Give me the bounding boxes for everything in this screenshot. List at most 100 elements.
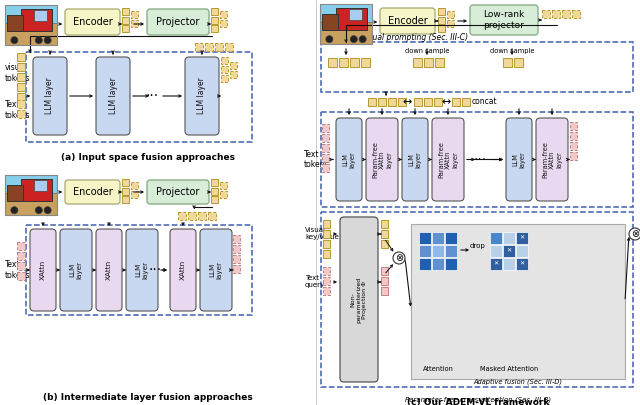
Bar bbox=[368, 98, 376, 106]
Text: LLM
layer: LLM layer bbox=[209, 261, 223, 279]
Bar bbox=[122, 196, 129, 203]
Bar bbox=[17, 242, 25, 250]
Bar bbox=[233, 265, 240, 273]
Bar bbox=[211, 188, 218, 194]
Bar bbox=[434, 98, 442, 106]
Text: Multiscale visual prompting (Sec. III-C): Multiscale visual prompting (Sec. III-C) bbox=[321, 34, 468, 43]
Bar bbox=[322, 154, 329, 162]
Text: ↔: ↔ bbox=[442, 97, 451, 107]
FancyBboxPatch shape bbox=[536, 118, 568, 201]
Bar bbox=[205, 43, 213, 51]
Text: Visual
key/value: Visual key/value bbox=[305, 228, 339, 241]
Bar bbox=[17, 272, 25, 280]
Bar bbox=[195, 43, 203, 51]
Bar bbox=[320, 4, 372, 22]
Bar bbox=[350, 58, 359, 67]
Bar bbox=[514, 58, 523, 67]
Bar bbox=[438, 17, 445, 23]
Text: Attention: Attention bbox=[422, 366, 453, 372]
Bar bbox=[570, 122, 577, 130]
Bar bbox=[211, 8, 218, 15]
Bar bbox=[5, 5, 57, 45]
Bar bbox=[5, 175, 57, 215]
Bar bbox=[323, 267, 330, 275]
Bar bbox=[381, 240, 388, 248]
Bar bbox=[503, 232, 515, 244]
Bar bbox=[462, 98, 470, 106]
Bar bbox=[131, 19, 138, 26]
FancyBboxPatch shape bbox=[96, 229, 122, 311]
Bar bbox=[323, 250, 330, 258]
Bar bbox=[321, 42, 633, 92]
Text: Masked Attention: Masked Attention bbox=[480, 366, 538, 372]
Bar bbox=[17, 73, 25, 81]
Text: Text
tokens: Text tokens bbox=[304, 150, 330, 169]
Bar bbox=[447, 19, 454, 26]
Text: (a) Input space fusion approaches: (a) Input space fusion approaches bbox=[61, 153, 235, 162]
Bar bbox=[378, 98, 386, 106]
Bar bbox=[17, 262, 25, 270]
FancyBboxPatch shape bbox=[60, 229, 92, 311]
Bar bbox=[322, 144, 329, 152]
Bar bbox=[5, 5, 57, 23]
Bar bbox=[26, 52, 252, 142]
FancyBboxPatch shape bbox=[147, 9, 209, 35]
Bar bbox=[323, 240, 330, 248]
Bar bbox=[562, 10, 570, 18]
Bar bbox=[208, 212, 216, 220]
Bar bbox=[17, 100, 25, 108]
Bar bbox=[5, 175, 57, 193]
Bar bbox=[398, 98, 406, 106]
Text: visual
tokens: visual tokens bbox=[5, 63, 31, 83]
Text: Adaptive fusion (Sec. III-D): Adaptive fusion (Sec. III-D) bbox=[474, 379, 563, 385]
Circle shape bbox=[326, 36, 333, 43]
Bar bbox=[188, 212, 196, 220]
Text: XAttn: XAttn bbox=[106, 260, 112, 280]
FancyBboxPatch shape bbox=[366, 118, 398, 201]
Bar bbox=[572, 10, 580, 18]
Bar bbox=[34, 10, 47, 21]
Circle shape bbox=[35, 36, 42, 44]
Text: ✕: ✕ bbox=[520, 235, 525, 241]
Circle shape bbox=[350, 36, 357, 43]
Bar bbox=[220, 190, 227, 198]
Bar bbox=[323, 230, 330, 238]
Text: LLM
layer: LLM layer bbox=[342, 151, 355, 168]
Text: Text
query: Text query bbox=[305, 275, 325, 288]
Text: Low-rank
projector: Low-rank projector bbox=[483, 10, 525, 30]
Text: Projector: Projector bbox=[156, 187, 200, 197]
Bar bbox=[323, 220, 330, 228]
Text: LLM
layer: LLM layer bbox=[513, 151, 525, 168]
FancyBboxPatch shape bbox=[200, 229, 232, 311]
Circle shape bbox=[35, 207, 42, 214]
Bar bbox=[490, 232, 502, 244]
Bar bbox=[424, 98, 432, 106]
Bar bbox=[447, 11, 454, 18]
Bar bbox=[322, 134, 329, 142]
Text: ⊗: ⊗ bbox=[395, 253, 403, 263]
Bar bbox=[413, 58, 422, 67]
Text: ✕: ✕ bbox=[506, 249, 511, 254]
FancyBboxPatch shape bbox=[170, 229, 196, 311]
Bar bbox=[17, 63, 25, 71]
Bar bbox=[122, 179, 129, 186]
Bar bbox=[321, 112, 633, 207]
Bar bbox=[178, 212, 186, 220]
Text: Projector: Projector bbox=[156, 17, 200, 27]
Circle shape bbox=[393, 252, 405, 264]
Text: ✕: ✕ bbox=[520, 262, 525, 266]
Bar bbox=[230, 62, 237, 69]
Circle shape bbox=[11, 36, 18, 44]
Bar bbox=[5, 23, 57, 45]
FancyBboxPatch shape bbox=[30, 229, 56, 311]
Bar bbox=[516, 245, 528, 257]
Bar bbox=[7, 185, 22, 201]
Text: Text
tokens: Text tokens bbox=[5, 100, 31, 120]
Bar bbox=[570, 152, 577, 160]
Bar bbox=[381, 230, 388, 238]
Bar bbox=[211, 17, 218, 23]
Bar bbox=[503, 258, 515, 270]
Text: LLM
layer: LLM layer bbox=[70, 261, 83, 279]
Bar bbox=[424, 58, 433, 67]
Bar bbox=[490, 245, 502, 257]
